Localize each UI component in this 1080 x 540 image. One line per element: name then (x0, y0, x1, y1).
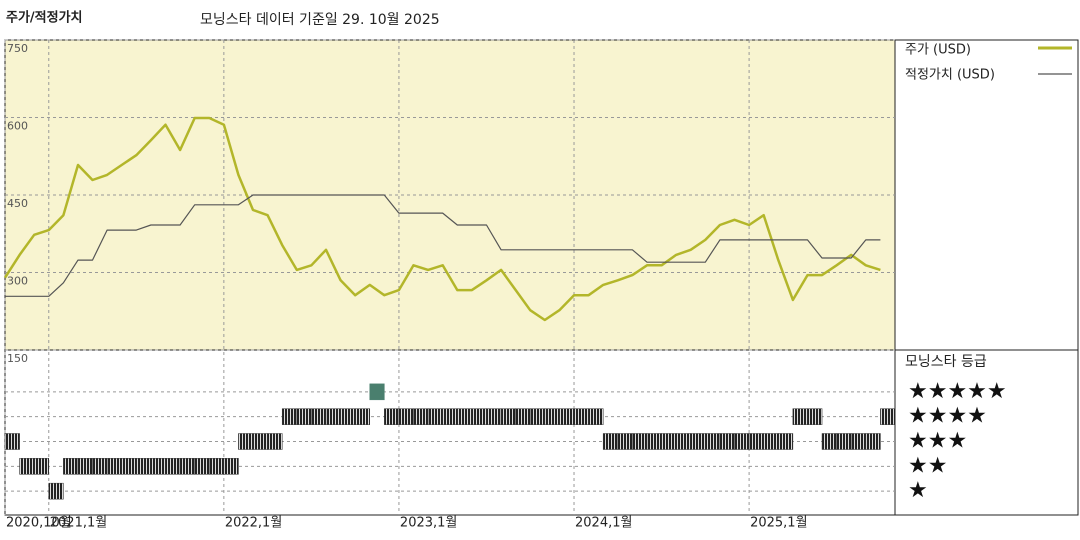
rating-bar (500, 408, 516, 425)
rating-bar (486, 408, 502, 425)
x-tick-label: 2024,1월 (575, 516, 632, 531)
rating-bar (821, 433, 837, 450)
series-line (3, 116, 881, 322)
rating-bar (602, 433, 619, 450)
rating-bar (369, 383, 385, 401)
y-tick-label: 450 (7, 197, 28, 210)
x-tick-label: 2020,10월 (6, 516, 72, 531)
rating-bar (617, 433, 633, 450)
rating-bar (734, 433, 750, 450)
rating-bar (19, 458, 35, 475)
rating-bar (77, 458, 93, 475)
rating-bar (865, 433, 881, 450)
rating-bar (354, 408, 371, 425)
rating-bar (850, 433, 867, 450)
rating-bar (880, 408, 896, 425)
rating-bar (836, 433, 852, 450)
y-tick-label: 150 (7, 352, 28, 365)
rating-bar (807, 408, 823, 425)
rating-bar (544, 408, 560, 425)
rating-bar (763, 433, 779, 450)
rating-bar (515, 408, 531, 425)
rating-bar (325, 408, 341, 425)
rating-bar (33, 458, 50, 475)
y-tick-label: 750 (7, 42, 28, 55)
rating-bar (442, 408, 458, 425)
rating-bar (4, 433, 20, 450)
rating-bar (296, 408, 312, 425)
rating-bar (398, 408, 414, 425)
rating-bar (121, 458, 137, 475)
rating-bar (573, 408, 589, 425)
rating-bar (675, 433, 691, 450)
rating-bar (427, 408, 443, 425)
rating-bar (661, 433, 677, 450)
chart-subtitle: 모닝스타 데이터 기준일 29. 10월 2025 (200, 12, 440, 28)
rating-bar (252, 433, 268, 450)
rating-bar (150, 458, 166, 475)
rating-bar (719, 433, 735, 450)
rating-bar (311, 408, 327, 425)
rating-bar (588, 408, 604, 425)
x-tick-label: 2021,1월 (50, 516, 107, 531)
chart-title: 주가/적정가치 (6, 10, 83, 26)
rating-bar (778, 433, 794, 450)
x-tick-label: 2023,1월 (400, 516, 457, 531)
rating-bar (194, 458, 210, 475)
rating-bar (632, 433, 648, 450)
rating-title: 모닝스타 등급 (905, 354, 987, 370)
rating-label: ★★ (908, 453, 947, 478)
rating-bar (646, 433, 662, 450)
rating-bar (223, 458, 239, 475)
rating-bar (165, 458, 181, 475)
rating-bar (792, 408, 808, 425)
rating-bar (705, 433, 721, 450)
rating-label: ★★★★★ (908, 379, 1007, 404)
legend-label: 적정가치 (USD) (905, 68, 995, 83)
rating-bar (529, 408, 546, 425)
rating-bar (471, 408, 487, 425)
rating-bar (92, 458, 108, 475)
x-tick-label: 2025,1월 (750, 516, 807, 531)
rating-bar (48, 482, 64, 500)
rating-bar (384, 408, 400, 425)
rating-bar (690, 433, 706, 450)
rating-bar (559, 408, 575, 425)
y-tick-label: 600 (7, 120, 28, 133)
rating-bar (106, 458, 122, 475)
rating-label: ★★★★ (908, 404, 987, 429)
rating-bar (136, 458, 152, 475)
rating-bar (179, 458, 195, 475)
legend-label: 주가 (USD) (905, 43, 971, 58)
rating-bar (457, 408, 473, 425)
rating-label: ★ (908, 478, 928, 503)
rating-bar (748, 433, 764, 450)
series-line (5, 194, 881, 297)
rating-bar (340, 408, 356, 425)
rating-bar (238, 433, 254, 450)
rating-bar (209, 458, 225, 475)
rating-bar (63, 458, 79, 475)
rating-label: ★★★ (908, 429, 967, 454)
rating-bar (413, 408, 429, 425)
y-tick-label: 300 (7, 275, 28, 288)
rating-bar (281, 408, 298, 425)
x-tick-label: 2022,1월 (225, 516, 282, 531)
rating-bar (267, 433, 283, 450)
